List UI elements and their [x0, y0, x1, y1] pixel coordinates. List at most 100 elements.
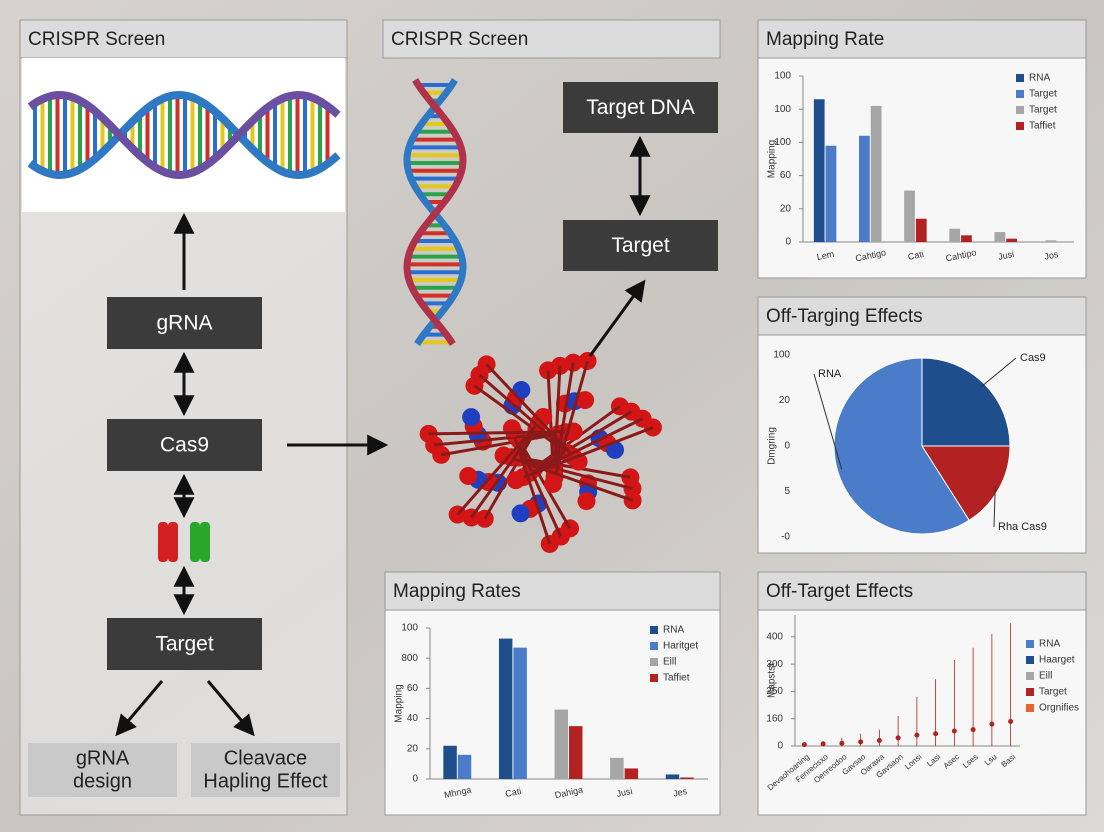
bond [440, 432, 559, 457]
legend-label: Taffiet [663, 673, 690, 684]
y-tick-label: 0 [784, 441, 790, 452]
legend-label: Target [1029, 105, 1057, 116]
y-tick-label: 60 [407, 683, 419, 694]
node-label: Cas9 [160, 434, 209, 457]
output-box [191, 743, 340, 797]
atom [462, 408, 481, 427]
dot [839, 740, 845, 746]
dot [858, 739, 864, 745]
node-box [563, 82, 718, 133]
bar [665, 774, 680, 779]
y-tick-label: 100 [401, 623, 418, 634]
bond [503, 454, 634, 502]
bond [553, 362, 575, 478]
bar [498, 638, 513, 779]
arrow [115, 680, 164, 737]
y-tick-label: 100 [773, 350, 790, 361]
dot [895, 735, 901, 741]
panel-title: Off-Target Effects [766, 581, 913, 602]
dot [801, 742, 807, 748]
node-box [107, 419, 262, 471]
output-box [28, 743, 177, 797]
atom [544, 474, 563, 493]
atom [502, 419, 521, 438]
bond [434, 430, 566, 447]
atom [494, 446, 513, 465]
atom [577, 492, 596, 511]
bond [478, 373, 575, 458]
arrow [206, 680, 255, 737]
legend-swatch [1016, 122, 1024, 130]
node-label: gRNA [156, 312, 212, 335]
y-tick-label: 20 [780, 203, 792, 214]
x-tick-label: Jusi [997, 249, 1015, 262]
y-tick-label: 0 [412, 774, 418, 785]
y-axis-label: Mapstst [767, 663, 778, 698]
y-tick-label: 60 [780, 170, 792, 181]
bar [915, 218, 927, 242]
node-label: Target [155, 633, 214, 656]
node-box [107, 297, 262, 349]
panel-title-bar [757, 19, 1087, 59]
bar [813, 99, 825, 243]
dot [970, 727, 976, 733]
slice-label: RNA [818, 368, 842, 380]
panel-title-bar [384, 571, 721, 611]
legend-label: Haarget [1039, 655, 1075, 666]
legend-swatch [650, 642, 658, 650]
y-tick-label: 20 [407, 743, 419, 754]
y-tick-label: -0 [781, 532, 790, 543]
panel-title: CRISPR Screen [28, 29, 165, 50]
y-tick-label: 400 [766, 631, 783, 642]
legend-label: Orgnifies [1039, 703, 1079, 714]
dot [820, 741, 826, 747]
y-tick-label: 100 [774, 71, 791, 82]
dna-strand [27, 90, 341, 180]
legend-swatch [1026, 688, 1034, 696]
leader-line [813, 373, 843, 470]
dot [951, 728, 957, 734]
bond [515, 426, 654, 482]
dna-strand [403, 78, 467, 346]
output-label: Cleavace [224, 747, 307, 769]
panel-title: CRISPR Screen [391, 29, 528, 50]
output-label: Hapling Effect [203, 770, 328, 792]
output-label: gRNA [76, 747, 130, 769]
dna-strand [27, 90, 341, 180]
legend-label: Eill [663, 657, 676, 668]
legend-label: RNA [1029, 73, 1050, 84]
node-box [563, 220, 718, 271]
x-tick-label: Cati [504, 786, 522, 799]
bar [859, 135, 870, 242]
y-tick-label: 160 [766, 713, 783, 724]
arrow [588, 279, 646, 357]
dot [933, 731, 939, 737]
bond [510, 455, 633, 491]
panel-title-bar [757, 571, 1087, 611]
legend-swatch [1016, 106, 1024, 114]
protein [190, 522, 200, 562]
y-tick-label: 300 [766, 659, 783, 670]
bar [569, 726, 583, 779]
bar [554, 709, 568, 779]
node-box [107, 618, 262, 670]
y-tick-label: 250 [766, 686, 783, 697]
legend-label: RNA [663, 625, 684, 636]
y-tick-label: 20 [779, 395, 791, 406]
y-tick-label: 800 [401, 653, 418, 664]
slice-label: Rha Cas9 [998, 521, 1047, 533]
y-axis-label: Dmgring [767, 427, 778, 465]
bar [624, 768, 639, 779]
bar [904, 190, 915, 242]
protein [168, 522, 178, 562]
y-tick-label: 40 [407, 713, 419, 724]
legend-swatch [1026, 704, 1034, 712]
pie-slice [833, 357, 970, 535]
legend-swatch [1026, 672, 1034, 680]
bar [610, 757, 624, 779]
legend-swatch [1016, 74, 1024, 82]
y-axis-label: Mapping [394, 684, 405, 722]
bar [870, 105, 882, 242]
bar [994, 232, 1006, 242]
